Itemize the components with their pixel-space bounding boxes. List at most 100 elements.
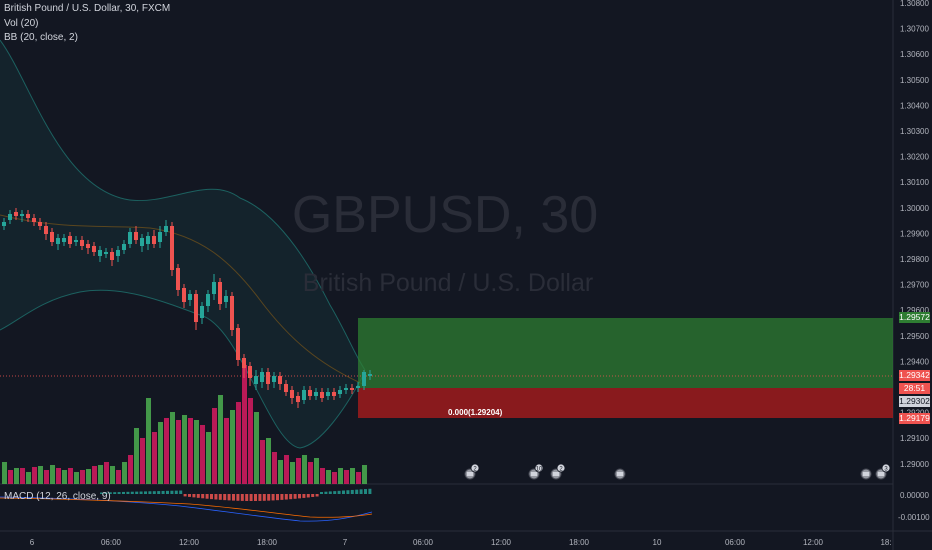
macd-histogram-bar [324,491,328,494]
volume-bar [362,465,367,484]
time-axis[interactable]: 6 06:00 12:00 18:00 7 06:00 12:00 18:00 10 06:00 1… [30,538,892,547]
macd-histogram-bar [174,490,178,494]
macd-histogram-bar [223,494,227,501]
candle-body [338,390,342,394]
candle-body [332,392,336,396]
volume-bar [92,466,97,484]
volume-bar [350,468,355,484]
candle-body [344,388,348,390]
macd-histogram-bar [144,491,147,494]
macd-histogram-bar [117,492,121,494]
macd-histogram-bar [267,494,271,501]
macd-histogram-bar [218,494,222,500]
volume-bar [8,470,13,484]
economic-event-marker[interactable] [860,468,872,480]
volume-bar [80,470,85,484]
candle-body [146,236,150,244]
candle-body [260,372,264,382]
candle-body [74,240,78,242]
macd-histogram-bar [113,492,117,494]
time-axis-label: 06:00 [101,538,122,547]
event-badge-count: 2 [473,467,477,473]
macd-histogram-bar [315,494,319,497]
macd-histogram-bar [166,490,169,494]
bb-upper [0,39,366,371]
time-axis-label: 6 [30,538,35,547]
candle-body [44,226,48,234]
volume-bar [254,412,259,484]
macd-histogram-bar [236,494,240,501]
price-axis-label: 1.29700 [900,281,929,290]
candle-body [134,232,138,240]
economic-event-marker[interactable]: 3 [875,463,891,480]
candle-body [8,214,12,220]
economic-event-marker[interactable] [614,468,626,480]
event-markers[interactable]: 2 10 2 3 [464,463,891,480]
volume-bar [290,462,295,484]
bollinger-legend[interactable]: BB (20, close, 2) [4,32,78,43]
macd-legend[interactable]: MACD (12, 26, close, 9) [4,491,111,502]
volume-bar [152,432,157,484]
volume-bar [332,472,337,484]
volume-bar [302,455,307,484]
price-axis-label: 1.29100 [900,434,929,443]
candle-body [152,236,156,244]
economic-event-marker[interactable]: 2 [550,463,566,480]
time-axis-label: 06:00 [725,538,746,547]
candle-body [62,238,66,242]
event-badge-count: 10 [536,467,543,473]
position-tool[interactable]: 0.000(1.29204) [0,318,893,418]
price-axis-label: 1.30600 [900,50,929,59]
volume-bar [218,395,223,484]
time-axis-label: 12:00 [179,538,200,547]
economic-event-marker[interactable]: 10 [528,463,544,480]
take-profit-price-tag[interactable]: 1.29572 [899,312,930,323]
candle-body [284,384,288,392]
macd-histogram-bar [337,490,341,494]
volume-bar [164,418,169,484]
entry-price-tag[interactable]: 1.29302 [899,396,930,407]
stop-loss-price-tag[interactable]: 1.29179 [899,413,930,424]
volume-bar [338,468,343,484]
macd-histogram-bar [254,494,257,501]
watermark-description: British Pound / U.S. Dollar [303,269,593,297]
volume-bar [326,470,331,484]
price-axis-label: 1.29400 [900,357,929,366]
volume-bar [248,398,253,484]
economic-event-marker[interactable]: 2 [464,463,480,480]
macd-histogram-bar [148,491,152,494]
volume-bar [14,468,19,484]
macd-histogram-bar [276,494,279,501]
macd-histogram-bar [210,494,213,500]
macd-histogram-bar [100,492,103,494]
profit-zone[interactable] [358,318,893,388]
volume-bar [344,470,349,484]
price-axis-label: 1.30300 [900,127,929,136]
volume-bar [356,472,361,484]
price-axis-label: 1.30700 [900,25,929,34]
candle-body [122,244,126,250]
candle-body [104,252,108,254]
volume-bar [128,455,133,484]
macd-histogram-bar [342,490,345,494]
volume-bar [212,408,217,484]
candle-body [32,218,36,222]
candle-body [116,250,120,256]
volume-bar [206,432,211,484]
price-axis-label: 1.30100 [900,178,929,187]
candle-body [110,252,114,260]
candle-body [254,376,258,384]
macd-axis-label: 0.00000 [900,491,929,500]
symbol-legend[interactable]: British Pound / U.S. Dollar, 30, FXCM [4,3,171,14]
candle-body [248,366,252,378]
volume-bar [62,470,67,484]
volume-bar [200,425,205,484]
volume-legend[interactable]: Vol (20) [4,18,39,29]
candle-body [242,358,246,368]
candle-body [68,236,72,244]
loss-zone[interactable] [358,388,893,418]
macd-histogram-bar [108,492,112,494]
bb-basis [0,214,366,386]
volume-bar [308,462,313,484]
